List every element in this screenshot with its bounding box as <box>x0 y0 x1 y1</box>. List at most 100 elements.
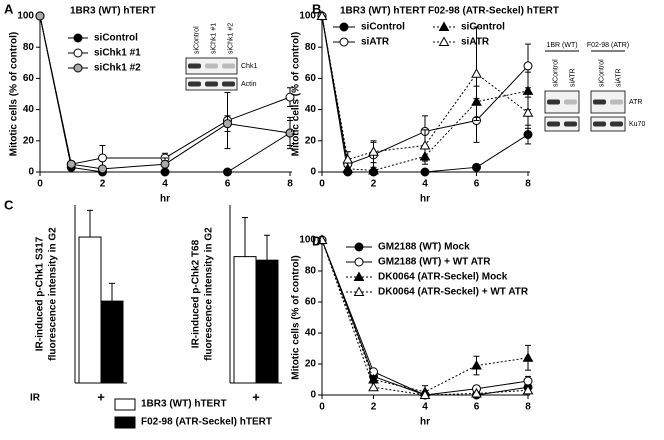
legend-swatch <box>114 398 136 411</box>
series-line <box>321 15 529 165</box>
x-axis-label: hr <box>420 194 430 205</box>
x-tick-label: 8 <box>287 179 293 190</box>
y-axis-label: Mitotic cells (% of control) <box>291 255 302 379</box>
x-tick-label: 8 <box>525 402 531 413</box>
marker <box>66 159 76 169</box>
blot-panel <box>590 116 626 132</box>
y-tick-label: 20 <box>23 135 35 146</box>
blot-band-label: Actin <box>241 81 257 88</box>
y-tick-label: 40 <box>23 104 35 115</box>
x-tick-label: 0 <box>37 179 43 190</box>
legend-label: siChk1 #1 <box>94 48 141 59</box>
marker <box>522 85 534 95</box>
blot-lane: siControl <box>193 26 200 54</box>
blot-band <box>564 121 577 127</box>
y-tick-label: 100 <box>299 235 316 246</box>
legend-marker <box>339 37 349 47</box>
y-tick-label: 0 <box>310 167 316 178</box>
panel-label: A <box>4 1 14 16</box>
blot-band-label: Chk1 <box>241 63 257 70</box>
y-tick-label: 100 <box>17 11 34 22</box>
legend-label: siATR <box>461 37 490 48</box>
legend-label: DK0064 (ATR-Seckel) + WT ATR <box>378 287 529 298</box>
x-tick-label: 4 <box>422 402 428 413</box>
blot-band <box>593 99 606 105</box>
y-axis-label: fluorescence intensity in G2 <box>204 227 215 361</box>
blot-panel <box>544 116 580 132</box>
marker <box>523 376 533 386</box>
panel-label: B <box>312 1 321 16</box>
y-tick-label: 80 <box>305 266 317 277</box>
marker <box>420 167 430 177</box>
series-line <box>321 15 529 171</box>
blot-band <box>222 63 235 69</box>
bar <box>78 236 102 384</box>
group-title: F02-98 (ATR-Seckel) hTERT <box>428 6 559 17</box>
y-tick-label: 80 <box>305 42 317 53</box>
legend-marker <box>73 48 83 58</box>
blot-panel <box>590 90 626 114</box>
blot-band <box>188 81 201 87</box>
marker <box>223 119 232 129</box>
panel-label: D <box>312 233 321 248</box>
marker <box>368 164 379 175</box>
blot-group: F02-98 (ATR) <box>587 42 629 49</box>
blot-band <box>547 121 560 127</box>
marker <box>522 352 534 362</box>
legend-label: 1BR3 (WT) hTERT <box>141 399 227 410</box>
marker <box>523 130 533 140</box>
blot-lane: siControl <box>598 59 605 87</box>
panel-label: C <box>4 197 14 212</box>
x-tick-label: 6 <box>474 402 480 413</box>
series-line <box>39 15 291 173</box>
x-axis-label: hr <box>160 194 170 205</box>
legend-label: siControl <box>461 22 505 33</box>
x-tick-label: 6 <box>474 179 480 190</box>
x-tick-label: 0 <box>319 179 325 190</box>
y-tick-label: 20 <box>305 359 317 370</box>
y-axis-label: IR-induced p-Chk1 S317 <box>35 236 46 351</box>
bar <box>233 256 257 384</box>
legend-marker <box>354 257 364 267</box>
chart-title: 1BR3 (WT) hTERT <box>70 6 156 17</box>
y-axis-label: Mitotic cells (% of control) <box>291 32 302 156</box>
blot-lane: siATR <box>569 68 576 87</box>
y-axis-label: fluorescence intensity in G2 <box>48 227 59 361</box>
marker <box>471 360 482 370</box>
blot-lane: siControl <box>552 59 559 87</box>
marker <box>223 167 232 177</box>
marker <box>35 11 45 21</box>
x-tick-label: 4 <box>162 179 168 190</box>
x-tick-label: 2 <box>371 179 377 190</box>
legend-label: siChk1 #2 <box>94 63 141 74</box>
marker <box>368 146 379 156</box>
marker <box>472 162 481 172</box>
legend-label: siControl <box>361 22 405 33</box>
marker <box>368 381 379 392</box>
legend-marker <box>73 63 83 73</box>
blot-band <box>564 99 577 105</box>
x-tick-label: 2 <box>100 179 106 190</box>
y-tick-label: 0 <box>28 167 34 178</box>
blot-band <box>222 81 235 87</box>
y-tick-label: 60 <box>23 73 35 84</box>
y-axis-label: IR-induced p-Chk2 T68 <box>191 239 202 348</box>
blot-lane: siChk1 #1 <box>210 23 217 54</box>
marker <box>419 139 431 150</box>
x-tick-label: 6 <box>225 179 231 190</box>
x-tick-label: 0 <box>319 402 325 413</box>
blot-panel <box>544 90 580 114</box>
marker <box>523 61 533 71</box>
y-tick-label: 60 <box>305 73 317 84</box>
marker <box>471 68 482 78</box>
y-tick-label: 100 <box>299 11 316 22</box>
legend-marker <box>353 286 365 296</box>
marker <box>316 234 328 244</box>
legend-marker <box>354 242 364 252</box>
legend-label: GM2188 (WT) Mock <box>378 242 470 253</box>
blot-band <box>610 99 623 105</box>
x-axis-label: IR <box>30 393 41 404</box>
legend-marker <box>353 271 365 281</box>
marker <box>342 163 354 173</box>
